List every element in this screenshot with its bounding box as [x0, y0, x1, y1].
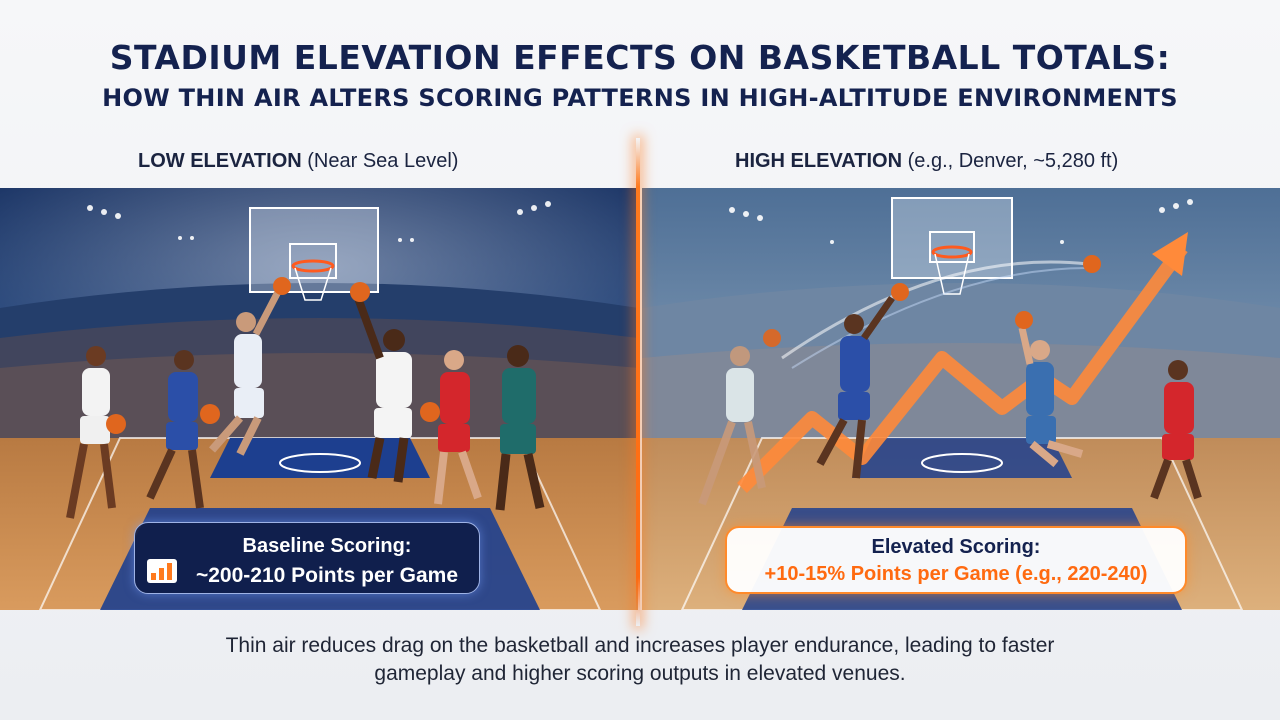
low-elevation-label: LOW ELEVATION (Near Sea Level)	[138, 150, 458, 173]
trend-up-arrow-icon	[737, 232, 1188, 493]
caption-line-1: Thin air reduces drag on the basketball …	[225, 634, 1055, 657]
caption: Thin air reduces drag on the basketball …	[0, 632, 1280, 688]
title-block: STADIUM ELEVATION EFFECTS ON BASKETBALL …	[0, 38, 1280, 114]
low-elevation-label-sub: (Near Sea Level)	[301, 150, 459, 172]
elevated-scoring-box: Elevated Scoring: +10-15% Points per Gam…	[725, 526, 1187, 594]
baseline-scoring-box: Baseline Scoring: ~200-210 Points per Ga…	[134, 522, 480, 594]
baseline-scoring-title: Baseline Scoring:	[242, 535, 412, 557]
high-elevation-label-sub: (e.g., Denver, ~5,280 ft)	[902, 150, 1119, 172]
elevated-scoring-title: Elevated Scoring:	[871, 536, 1041, 558]
caption-line-2: gameplay and higher scoring outputs in e…	[374, 662, 906, 685]
elevated-scoring-value: +10-15% Points per Game (e.g., 220-240)	[764, 563, 1148, 585]
main-title: STADIUM ELEVATION EFFECTS ON BASKETBALL …	[109, 38, 1171, 77]
subtitle: HOW THIN AIR ALTERS SCORING PATTERNS IN …	[102, 84, 1178, 112]
low-elevation-scene	[0, 188, 638, 610]
panel-divider	[636, 138, 640, 626]
low-elevation-label-main: LOW ELEVATION	[138, 150, 302, 172]
high-elevation-label-main: HIGH ELEVATION	[735, 150, 903, 172]
low-elevation-illustration	[0, 188, 638, 610]
bar-chart-icon	[147, 559, 177, 583]
baseline-scoring-value: ~200-210 Points per Game	[195, 564, 459, 587]
high-elevation-label: HIGH ELEVATION (e.g., Denver, ~5,280 ft)	[735, 150, 1118, 173]
